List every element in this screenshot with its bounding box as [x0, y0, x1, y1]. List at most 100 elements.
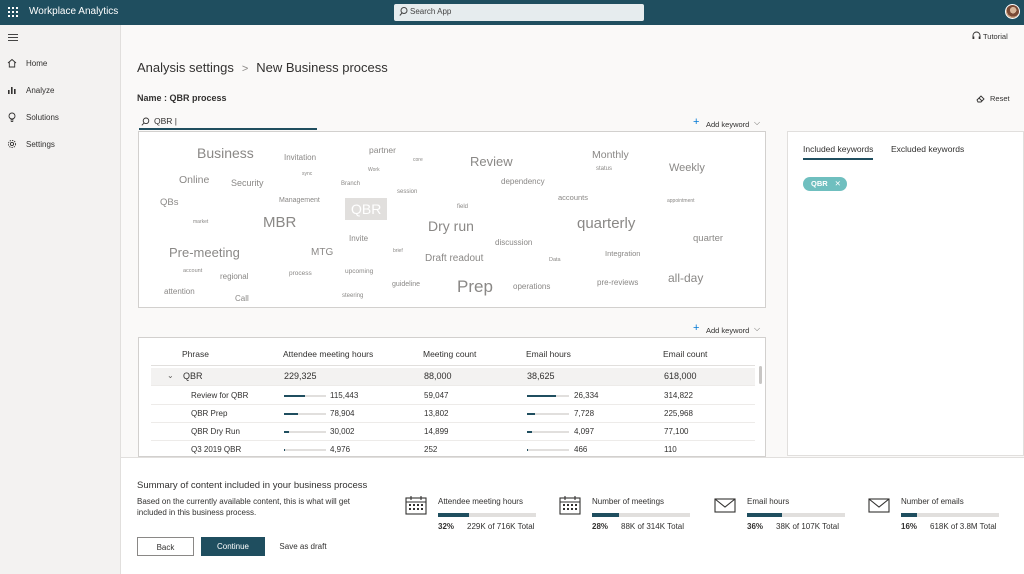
word-cloud-term[interactable]: attention: [164, 287, 195, 296]
word-cloud-term[interactable]: core: [413, 157, 423, 163]
search-placeholder[interactable]: Search App: [410, 7, 452, 16]
back-button[interactable]: Back: [137, 537, 194, 556]
summary-description: Based on the currently available content…: [137, 497, 351, 517]
word-cloud-term[interactable]: regional: [220, 272, 249, 281]
word-cloud-term[interactable]: discussion: [495, 238, 533, 247]
word-cloud-term[interactable]: Dry run: [428, 218, 474, 234]
chevron-down-icon[interactable]: ⌄: [167, 371, 174, 380]
word-cloud-term[interactable]: market: [193, 219, 209, 225]
word-cloud-term[interactable]: dependency: [501, 177, 545, 186]
breadcrumb-parent[interactable]: Analysis settings: [137, 60, 234, 75]
word-cloud-term[interactable]: MTG: [311, 247, 334, 258]
word-cloud-term[interactable]: quarter: [693, 233, 724, 244]
keyword-input-value[interactable]: QBR |: [154, 116, 177, 126]
word-cloud-term[interactable]: Branch: [341, 181, 361, 187]
word-cloud-term[interactable]: Invite: [349, 234, 369, 243]
home-icon: [7, 58, 17, 68]
continue-button[interactable]: Continue: [201, 537, 265, 556]
word-cloud-term[interactable]: process: [289, 270, 312, 277]
email-hours-bar: [527, 413, 569, 415]
email-hours-bar: [527, 431, 569, 433]
tab-included-keywords[interactable]: Included keywords: [803, 144, 874, 160]
save-as-draft-button[interactable]: Save as draft: [279, 542, 327, 551]
word-cloud-term[interactable]: Prep: [457, 277, 493, 296]
word-cloud-term[interactable]: MBR: [263, 214, 297, 231]
attendee-hours-bar: [284, 395, 326, 397]
word-cloud-term[interactable]: session: [397, 189, 418, 195]
word-cloud-term[interactable]: Draft readout: [425, 253, 484, 264]
word-cloud-term[interactable]: partner: [369, 145, 396, 155]
table-row[interactable]: Q3 2019 QBR 4,976 252 466 110: [151, 441, 755, 456]
word-cloud-term[interactable]: appointment: [667, 198, 695, 204]
scrollbar[interactable]: [759, 366, 762, 384]
word-cloud-term[interactable]: upcoming: [345, 268, 374, 275]
word-cloud-term[interactable]: all-day: [668, 271, 704, 285]
word-cloud-term[interactable]: quarterly: [577, 215, 636, 232]
metric-detail: 38K of 107K Total: [776, 522, 840, 531]
sidebar-item-solutions[interactable]: Solutions: [0, 109, 121, 127]
word-cloud-term[interactable]: accounts: [558, 193, 589, 202]
word-cloud-term[interactable]: field: [457, 204, 469, 210]
word-cloud-term-highlighted[interactable]: QBR: [345, 198, 388, 220]
avatar[interactable]: [1005, 4, 1020, 19]
summary-panel: Summary of content included in your busi…: [121, 457, 1024, 574]
table-row[interactable]: QBR Prep 78,904 13,802 7,728 225,968: [151, 405, 755, 423]
word-cloud-term[interactable]: Review: [470, 154, 513, 169]
sidebar-item-analyze[interactable]: Analyze: [0, 82, 121, 100]
column-header-email-count[interactable]: Email count: [663, 349, 708, 359]
word-cloud-term[interactable]: Weekly: [669, 162, 705, 174]
word-cloud-term[interactable]: Data: [549, 257, 561, 263]
sidebar-item-settings[interactable]: Settings: [0, 136, 121, 154]
keyword-search-input[interactable]: QBR |: [139, 113, 317, 130]
table-row[interactable]: Review for QBR 115,443 59,047 26,334 314…: [151, 387, 755, 405]
chevron-down-icon: ⌵: [754, 324, 761, 333]
word-cloud-term[interactable]: Online: [179, 174, 210, 186]
word-cloud-term[interactable]: QBs: [160, 197, 179, 208]
app-title[interactable]: Workplace Analytics: [29, 6, 119, 17]
tutorial-label: Tutorial: [983, 32, 1008, 41]
sidebar-item-label: Analyze: [26, 86, 55, 95]
word-cloud-term[interactable]: Work: [368, 167, 380, 173]
table-row[interactable]: ⌄ QBR 229,325 88,000 38,625 618,000: [151, 368, 755, 386]
metric-label: Number of emails: [901, 497, 964, 506]
attendee-hours-bar: [284, 449, 326, 451]
word-cloud-term[interactable]: status: [596, 166, 613, 172]
word-cloud-term[interactable]: Management: [279, 197, 320, 204]
hamburger-menu-icon[interactable]: [8, 34, 18, 41]
word-cloud-term[interactable]: guideline: [392, 281, 421, 288]
close-icon[interactable]: ✕: [834, 179, 841, 188]
mail-icon: [714, 498, 736, 513]
word-cloud-term[interactable]: Invitation: [284, 153, 317, 162]
column-header-email-hours[interactable]: Email hours: [526, 349, 571, 359]
column-header-meeting-count[interactable]: Meeting count: [423, 349, 477, 359]
word-cloud-term[interactable]: steering: [342, 293, 364, 299]
word-cloud-term[interactable]: brief: [393, 248, 403, 254]
tab-excluded-keywords[interactable]: Excluded keywords: [891, 144, 965, 154]
column-header-attendee-hours[interactable]: Attendee meeting hours: [283, 349, 374, 359]
word-cloud-term[interactable]: pre-reviews: [597, 278, 639, 287]
word-cloud-term[interactable]: operations: [513, 282, 551, 291]
column-header-phrase[interactable]: Phrase: [182, 349, 209, 359]
word-cloud-term[interactable]: Monthly: [592, 149, 629, 161]
word-cloud-term[interactable]: Pre-meeting: [169, 245, 240, 260]
meeting-count-cell: 14,899: [424, 427, 449, 436]
word-cloud-term[interactable]: Business: [197, 145, 254, 161]
word-cloud-term[interactable]: Security: [231, 178, 264, 188]
search-box[interactable]: Search App: [394, 4, 644, 21]
word-cloud-term[interactable]: sync: [302, 171, 313, 177]
word-cloud-term[interactable]: Call: [235, 294, 249, 303]
calendar-icon: [559, 496, 581, 515]
keyword-chip[interactable]: QBR ✕: [803, 177, 847, 191]
search-icon: [141, 117, 150, 126]
app-launcher-icon[interactable]: [8, 7, 18, 17]
word-cloud-term[interactable]: Integration: [605, 249, 641, 258]
word-cloud-term[interactable]: account: [183, 268, 203, 274]
phrase-cell: Review for QBR: [191, 391, 249, 400]
sidebar-item-home[interactable]: Home: [0, 55, 121, 73]
table-row[interactable]: QBR Dry Run 30,002 14,899 4,097 77,100: [151, 423, 755, 441]
metric-label: Email hours: [747, 497, 790, 506]
add-keyword-label: Add keyword: [706, 120, 750, 129]
metric-label: Number of meetings: [592, 497, 665, 506]
phrase-cell: Q3 2019 QBR: [191, 445, 242, 454]
sidebar-item-label: Solutions: [26, 113, 59, 122]
